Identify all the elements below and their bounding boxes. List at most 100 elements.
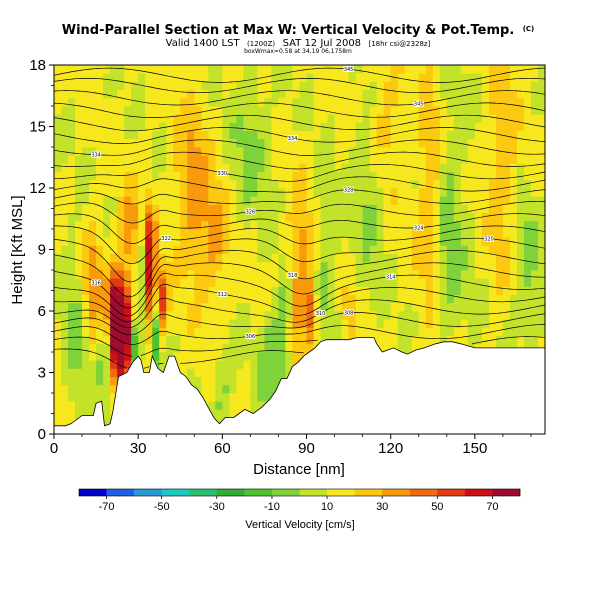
velocity-cell [173, 81, 181, 90]
velocity-cell [243, 196, 251, 205]
velocity-cell [362, 327, 371, 336]
velocity-cell [460, 138, 469, 148]
velocity-cell [327, 311, 335, 320]
velocity-cell [306, 319, 314, 328]
velocity-cell [257, 73, 265, 82]
velocity-cell [264, 155, 272, 164]
velocity-cell [82, 393, 90, 402]
velocity-cell [537, 114, 546, 123]
velocity-cell [68, 155, 76, 164]
velocity-cell [124, 286, 132, 295]
velocity-cell [397, 286, 406, 295]
velocity-cell [243, 122, 251, 131]
velocity-cell [229, 278, 237, 287]
velocity-cell [397, 163, 406, 172]
velocity-cell [75, 278, 83, 287]
velocity-cell [236, 343, 244, 353]
colorbar-tick-label: -30 [209, 501, 225, 513]
velocity-cell [516, 335, 525, 345]
velocity-cell [131, 89, 139, 99]
velocity-cell [334, 204, 342, 213]
velocity-cell [229, 311, 237, 320]
velocity-cell [131, 319, 139, 328]
velocity-cell [292, 171, 300, 181]
velocity-cell [54, 155, 62, 164]
velocity-cell [180, 73, 188, 82]
velocity-cell [383, 155, 392, 164]
velocity-cell [292, 319, 300, 328]
velocity-cell [257, 261, 265, 271]
velocity-cell [278, 343, 286, 353]
velocity-cell [222, 65, 230, 74]
velocity-cell [243, 352, 251, 361]
velocity-cell [257, 245, 265, 254]
velocity-cell [152, 179, 160, 189]
velocity-cell [516, 196, 525, 205]
velocity-cell [537, 196, 546, 205]
velocity-cell [404, 229, 413, 238]
velocity-cell [383, 171, 392, 181]
velocity-cell [362, 65, 371, 74]
velocity-cell [362, 245, 371, 254]
velocity-cell [208, 319, 216, 328]
velocity-cell [271, 294, 279, 304]
velocity-cell [257, 65, 265, 74]
velocity-cell [89, 401, 97, 410]
velocity-cell [166, 278, 174, 287]
velocity-cell [278, 368, 286, 377]
velocity-cell [320, 286, 328, 295]
velocity-cell [397, 106, 406, 115]
velocity-cell [362, 270, 371, 279]
velocity-cell [271, 196, 279, 205]
velocity-cell [369, 212, 378, 222]
velocity-cell [488, 204, 497, 213]
velocity-cell [103, 278, 111, 287]
velocity-cell [418, 122, 427, 131]
velocity-cell [404, 319, 413, 328]
velocity-cell [138, 73, 146, 82]
velocity-cell [369, 114, 378, 123]
velocity-cell [54, 294, 62, 304]
velocity-cell [173, 114, 181, 123]
velocity-cell [138, 229, 146, 238]
velocity-cell [152, 114, 160, 123]
velocity-cell [362, 171, 371, 181]
velocity-cell [530, 106, 539, 115]
velocity-cell [320, 114, 328, 123]
velocity-cell [89, 89, 97, 99]
velocity-cell [390, 261, 399, 271]
velocity-cell [292, 335, 300, 345]
velocity-cell [488, 130, 497, 140]
colorbar-tick-label: -70 [99, 501, 115, 513]
velocity-cell [117, 220, 125, 230]
velocity-cell [285, 302, 293, 312]
velocity-cell [509, 188, 518, 197]
velocity-cell [516, 229, 525, 238]
velocity-cell [362, 130, 371, 140]
velocity-cell [530, 73, 539, 82]
velocity-cell [250, 212, 258, 222]
velocity-cell [481, 130, 490, 140]
velocity-cell [243, 81, 251, 90]
velocity-cell [208, 220, 216, 230]
velocity-cell [369, 319, 378, 328]
colorbar-segment [382, 489, 411, 496]
velocity-cell [467, 270, 476, 279]
velocity-cell [54, 122, 62, 131]
velocity-cell [257, 294, 265, 304]
velocity-cell [75, 401, 83, 410]
velocity-cell [264, 302, 272, 312]
velocity-cell [404, 204, 413, 213]
velocity-cell [222, 204, 230, 213]
velocity-cell [124, 179, 132, 189]
velocity-cell [397, 130, 406, 140]
velocity-cell [537, 73, 546, 82]
velocity-cell [313, 302, 321, 312]
velocity-cell [362, 220, 371, 230]
velocity-cell [299, 130, 307, 140]
velocity-cell [243, 393, 251, 402]
velocity-cell [537, 335, 546, 345]
isentrope-line [53, 176, 546, 193]
velocity-cell [131, 220, 139, 230]
velocity-cell [467, 311, 476, 320]
